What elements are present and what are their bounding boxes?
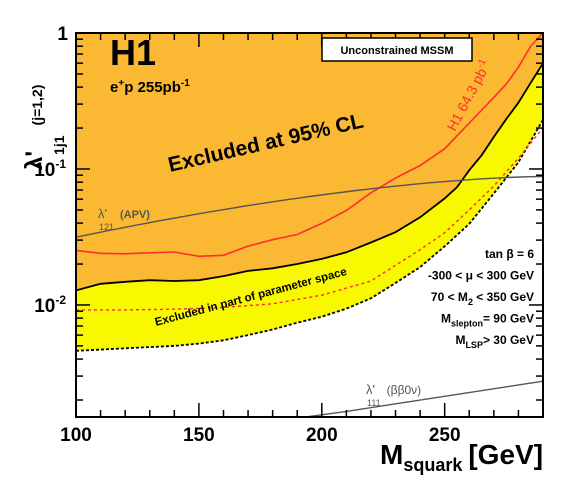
apv-bound-line xyxy=(76,175,543,238)
y-tick-label: 10-1 xyxy=(34,157,66,181)
double-beta-label: λ' 111(ββ0ν) xyxy=(366,382,421,408)
x-tick-label: 100 xyxy=(60,425,92,446)
experiment-label: H1 xyxy=(110,32,156,73)
model-box-label: Unconstrained MSSM xyxy=(340,45,453,57)
svg-text:λ'1j1(j=1,2): λ'1j1(j=1,2) xyxy=(21,85,67,170)
y-tick-label: 10-2 xyxy=(34,293,66,317)
parameter-line: -300 < μ < 300 GeV xyxy=(428,269,534,283)
x-tick-label: 200 xyxy=(306,425,338,446)
parameter-line: MLSP> 30 GeV xyxy=(455,333,534,350)
x-tick-label: 250 xyxy=(429,425,461,446)
plot-frame xyxy=(75,32,544,418)
apv-label: λ' 121(APV) xyxy=(98,206,150,232)
parameter-line: tan β = 6 xyxy=(485,247,534,261)
partial-exclusion-boundary xyxy=(76,119,543,352)
partial-exclusion-inner-line xyxy=(76,127,543,311)
parameter-line: Mslepton= 90 GeV xyxy=(441,312,534,329)
x-axis-label: Msquark [GeV] xyxy=(380,439,543,475)
luminosity-label: e+p 255pb-1 xyxy=(110,78,190,96)
y-tick-label: 1 xyxy=(57,24,68,45)
h1-64pb-limit-line xyxy=(76,33,543,258)
x-tick-labels: 100 150 200 250 xyxy=(60,425,460,446)
full-exclusion-boundary xyxy=(76,62,543,292)
parameter-list: tan β = 6 -300 < μ < 300 GeV 70 < M2 < 350… xyxy=(428,247,534,350)
partial-exclusion-region xyxy=(76,63,543,351)
parameter-line: 70 < M2 < 350 GeV xyxy=(431,290,534,307)
y-tick-labels: 1 10-1 10-2 xyxy=(34,24,68,317)
y-axis-label: λ'1j1(j=1,2) xyxy=(21,85,67,170)
x-tick-label: 150 xyxy=(183,425,215,446)
excluded-region xyxy=(76,33,543,291)
model-box xyxy=(321,37,473,62)
